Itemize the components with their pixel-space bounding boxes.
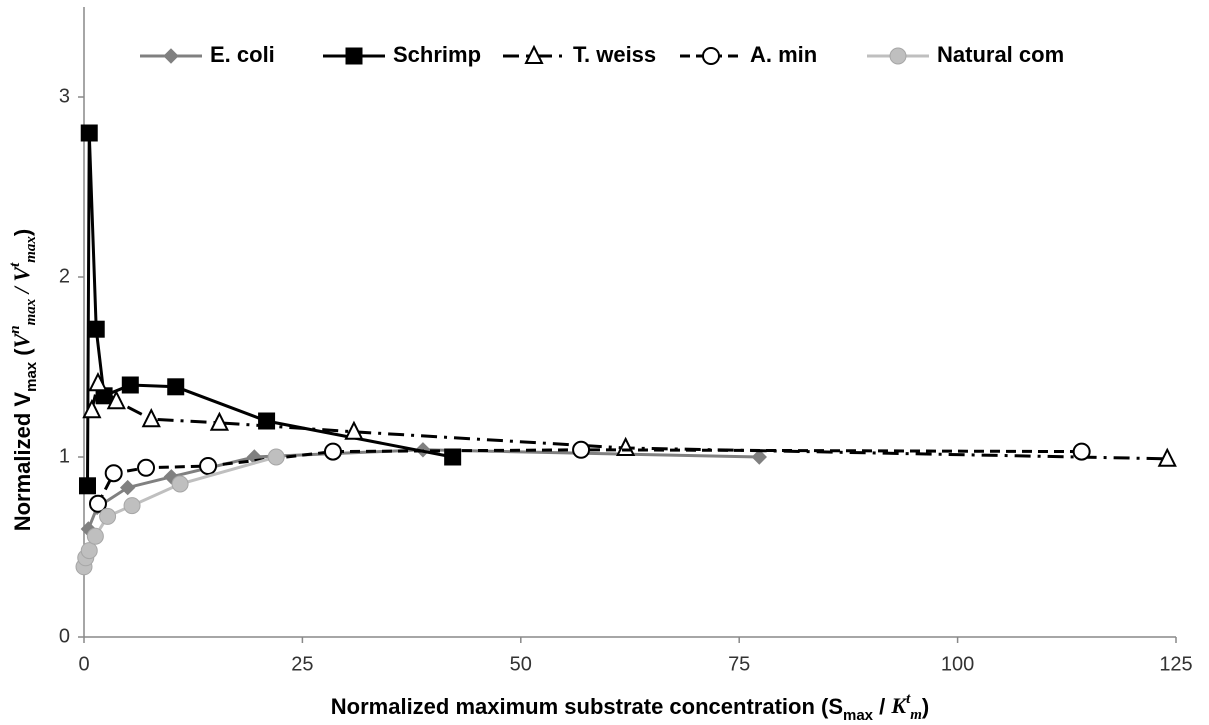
- legend-marker: [163, 48, 179, 64]
- legend-marker: [889, 47, 907, 65]
- y-tick-label: 0: [59, 625, 70, 647]
- legend-marker: [345, 47, 363, 65]
- marker: [323, 442, 342, 461]
- marker: [199, 457, 218, 475]
- marker: [87, 320, 105, 338]
- marker: [209, 411, 230, 431]
- marker: [171, 475, 189, 493]
- marker: [751, 449, 768, 465]
- legend-label: A. min: [750, 42, 817, 67]
- marker: [137, 458, 156, 477]
- y-tick-label: 1: [59, 445, 70, 467]
- marker: [119, 479, 136, 496]
- marker: [167, 378, 185, 396]
- y-axis-label: Normalized Vmax (Vnmax / Vtmax): [7, 229, 40, 532]
- marker: [1072, 442, 1091, 461]
- series-line: [85, 132, 453, 486]
- marker: [88, 371, 108, 392]
- marker: [267, 448, 285, 466]
- marker: [572, 440, 591, 459]
- series-line: [86, 448, 760, 530]
- legend-marker: [524, 44, 544, 64]
- marker: [104, 464, 123, 483]
- x-tick-label: 100: [941, 653, 974, 675]
- marker: [1157, 447, 1177, 467]
- x-tick-label: 75: [728, 653, 750, 675]
- legend-label: E. coli: [210, 42, 275, 67]
- x-tick-label: 125: [1159, 653, 1192, 675]
- x-tick-label: 0: [78, 653, 89, 675]
- x-tick-label: 50: [510, 653, 532, 675]
- marker: [444, 448, 462, 466]
- marker: [78, 477, 96, 495]
- marker: [123, 497, 141, 515]
- marker: [80, 124, 98, 142]
- legend-label: T. weiss: [573, 42, 656, 67]
- legend-label: Schrimp: [393, 42, 481, 67]
- marker: [88, 494, 107, 513]
- legend-label: Natural com: [937, 42, 1064, 67]
- marker: [86, 527, 104, 545]
- marker: [121, 376, 139, 394]
- legend-marker: [702, 47, 720, 65]
- marker: [82, 398, 102, 419]
- x-tick-label: 25: [291, 653, 313, 675]
- marker: [99, 507, 117, 525]
- marker: [106, 389, 126, 410]
- marker: [80, 542, 98, 560]
- marker: [141, 407, 161, 428]
- y-tick-label: 3: [59, 85, 70, 107]
- x-axis-label: Normalized maximum substrate concentrati…: [331, 691, 929, 724]
- marker: [344, 420, 364, 440]
- y-tick-label: 2: [59, 265, 70, 287]
